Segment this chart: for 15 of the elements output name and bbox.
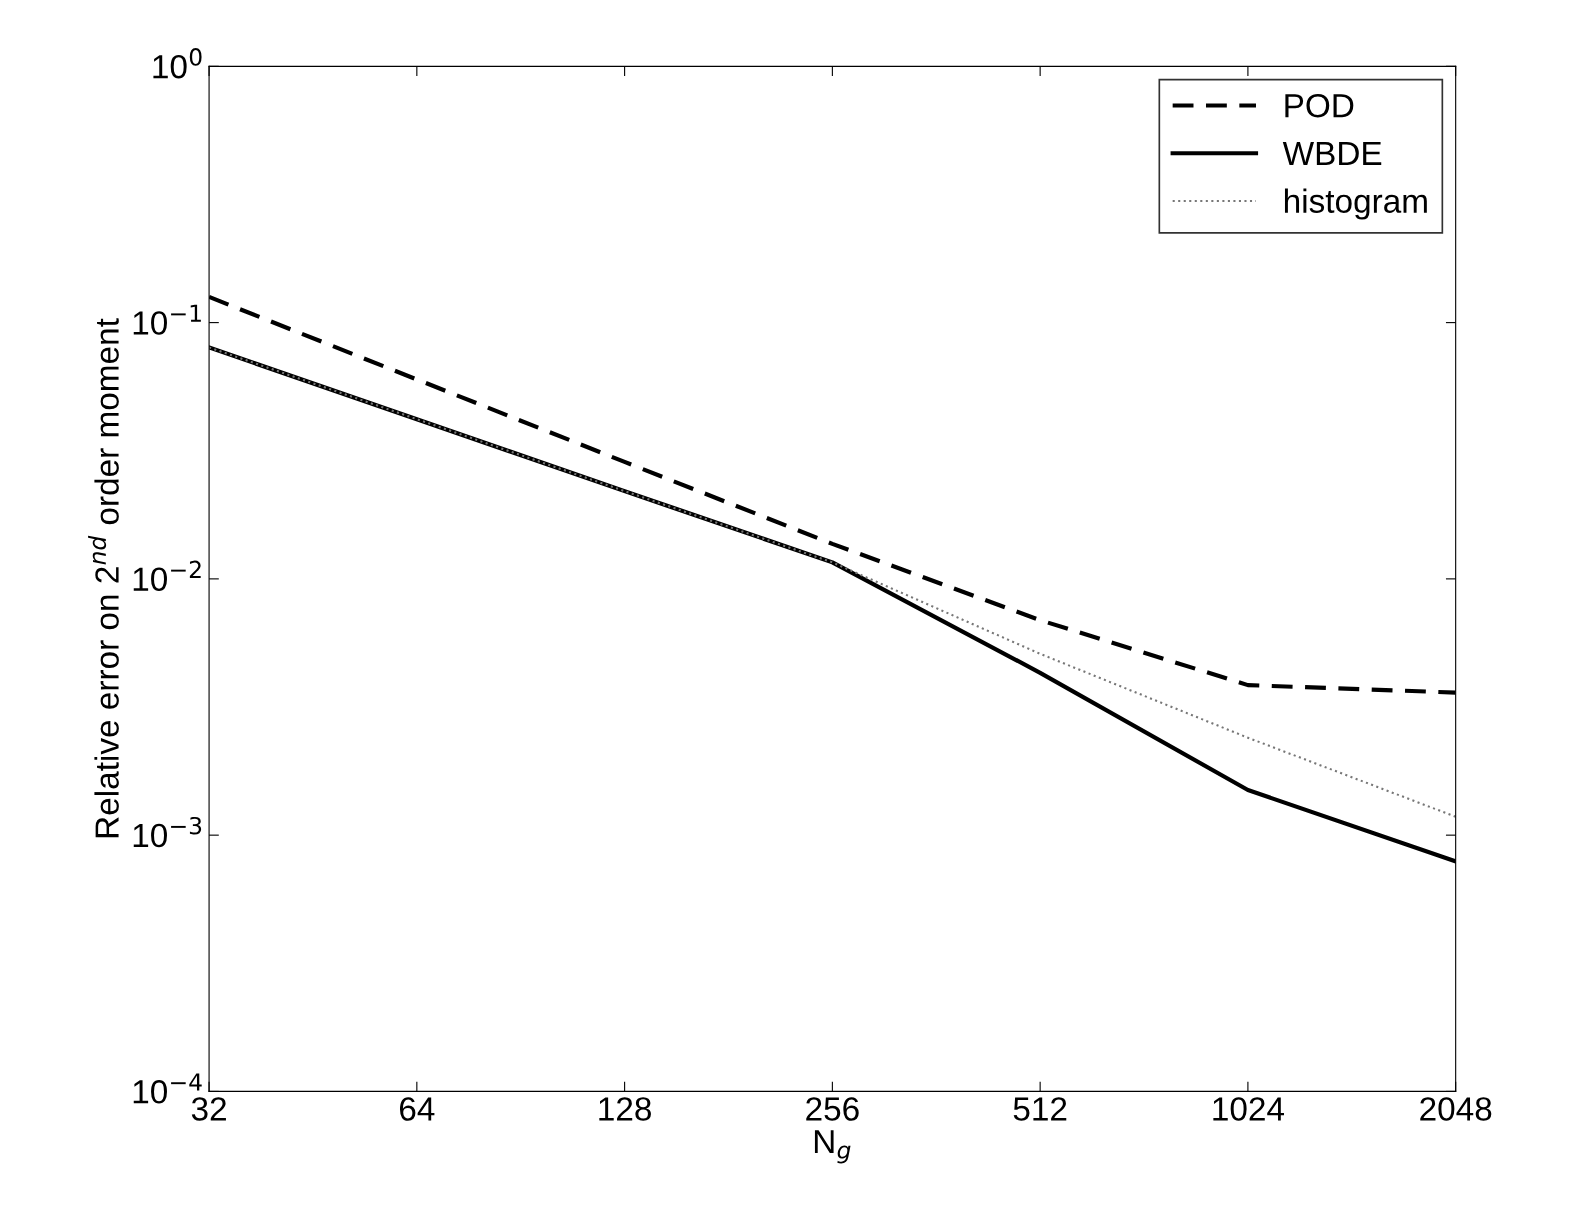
y-axis-title: Relative error on 2$^{nd}$ order moment (88, 318, 119, 838)
x-tick-label: 512 (1013, 1097, 1067, 1121)
legend-label: POD (1285, 93, 1354, 118)
legend-label: histogram (1284, 188, 1427, 220)
x-tick-label: 2048 (1420, 1097, 1492, 1121)
y-tick-label: 10$^{−2}$ (133, 560, 201, 592)
x-tick-label: 128 (599, 1097, 651, 1121)
x-tick-label: 256 (806, 1097, 859, 1121)
x-axis-title: N$_{g}$ (814, 1130, 851, 1164)
y-tick-label: 10$^{−1}$ (133, 304, 201, 335)
x-tick-label: 64 (400, 1097, 435, 1121)
y-tick-label: 10$^{−3}$ (133, 816, 202, 848)
legend-label: WBDE (1282, 141, 1382, 165)
x-tick-label: 1024 (1213, 1097, 1285, 1121)
y-tick-label: 10$^{0}$ (153, 48, 202, 79)
